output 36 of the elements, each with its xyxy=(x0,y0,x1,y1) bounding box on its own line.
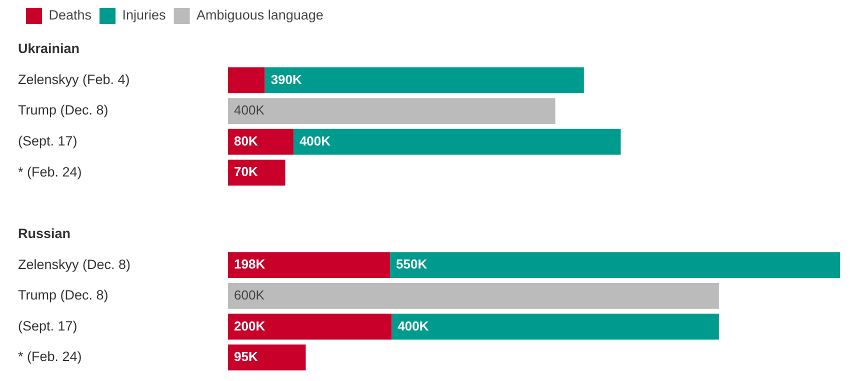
legend-label: Deaths xyxy=(48,8,92,23)
bar xyxy=(228,98,556,124)
data-label: 390K xyxy=(270,72,303,87)
y-tick-label: * (Feb. 24) xyxy=(18,164,82,180)
y-tick-label: (Sept. 17) xyxy=(18,134,78,149)
bar xyxy=(293,128,621,155)
bar xyxy=(264,67,584,94)
y-tick-label: Ukrainian xyxy=(18,41,80,56)
y-tick-label: (Sept. 17) xyxy=(18,318,78,334)
bar xyxy=(228,128,294,155)
data-label: 400K xyxy=(299,133,332,148)
y-tick-label: Zelenskyy (Feb. 4) xyxy=(18,72,130,87)
y-tick-label: Russian xyxy=(18,226,71,241)
bar xyxy=(228,344,306,370)
legend-label: Injuries xyxy=(122,8,166,23)
bar xyxy=(228,314,392,340)
legend-label: Ambiguous language xyxy=(196,8,324,23)
bar xyxy=(228,160,286,186)
bar xyxy=(390,252,840,278)
data-label: 400K xyxy=(234,102,265,118)
y-tick-label: Trump (Dec. 8) xyxy=(18,288,108,303)
bar xyxy=(228,282,719,309)
data-label: 550K xyxy=(396,256,428,272)
data-label: 600K xyxy=(234,287,265,302)
data-label: 95K xyxy=(234,349,258,364)
data-label: 198K xyxy=(234,256,266,272)
bar xyxy=(228,67,265,94)
data-label: 400K xyxy=(398,318,430,334)
bar xyxy=(392,314,719,340)
data-label: 70K xyxy=(234,164,258,180)
data-label: 200K xyxy=(234,318,266,334)
bar xyxy=(228,252,390,278)
y-tick-label: Trump (Dec. 8) xyxy=(18,102,108,118)
y-tick-label: * (Feb. 24) xyxy=(18,349,82,364)
data-label: 80K xyxy=(234,133,258,148)
y-tick-label: Zelenskyy (Dec. 8) xyxy=(18,256,131,272)
